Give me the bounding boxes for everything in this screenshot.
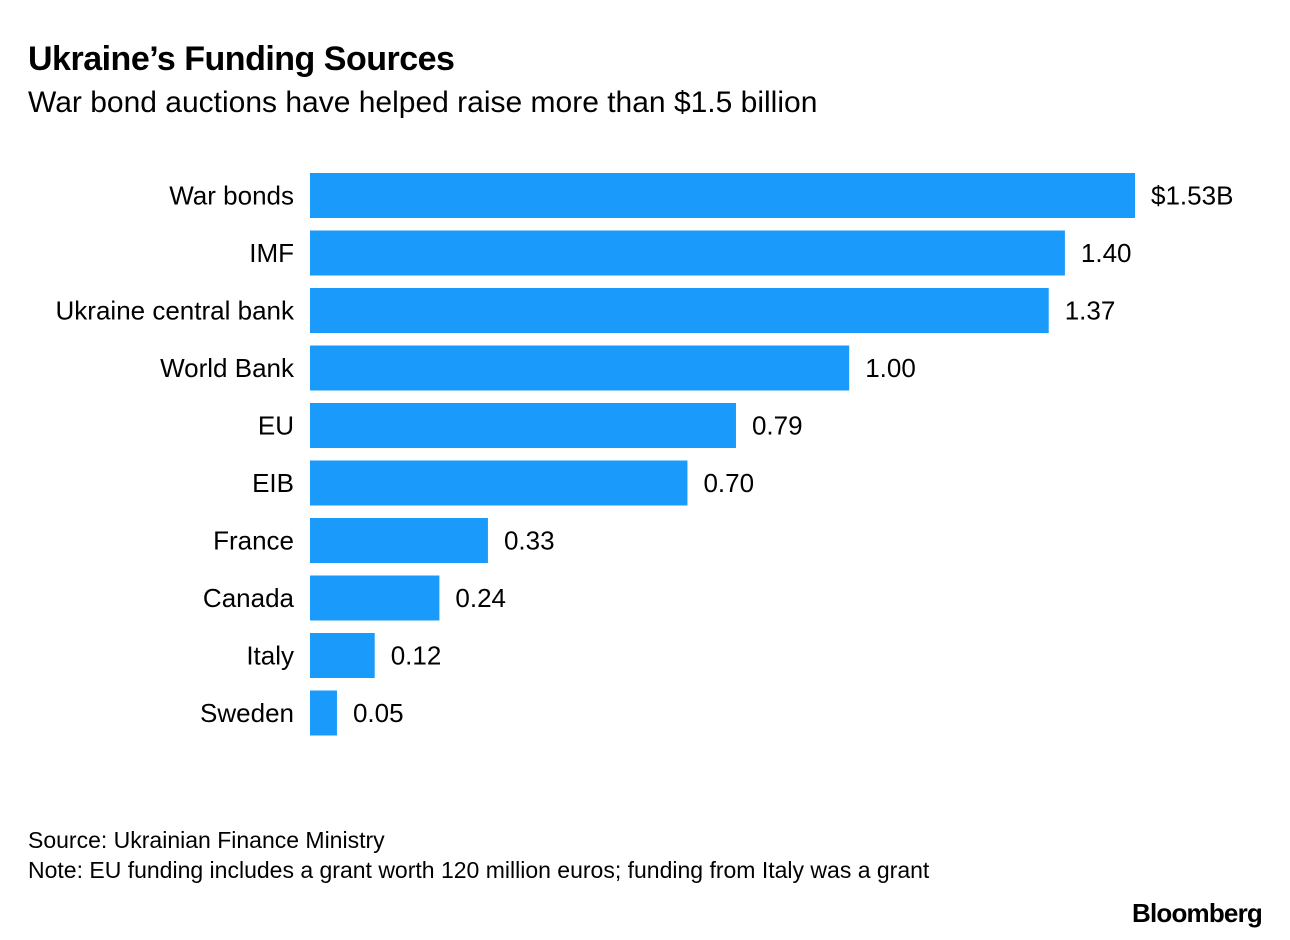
bar-world-bank [310, 345, 850, 391]
value-label: 0.05 [353, 698, 404, 728]
category-label: Canada [203, 583, 295, 613]
bar-imf [310, 230, 1065, 276]
category-label: War bonds [169, 181, 294, 211]
value-label: 0.79 [752, 411, 803, 441]
category-label: World Bank [160, 353, 295, 383]
category-label: EIB [252, 468, 294, 498]
value-label: 0.33 [504, 526, 555, 556]
chart-footer: Source: Ukrainian Finance Ministry Note:… [28, 825, 1028, 885]
bar-ukraine-central-bank [310, 288, 1049, 333]
bar-chart: War bonds $1.53B IMF 1.40 Ukraine central ba… [56, 173, 1233, 736]
category-label: Ukraine central bank [56, 296, 295, 326]
category-label: Italy [246, 641, 294, 671]
value-label: 1.37 [1065, 296, 1116, 326]
source-note: Source: Ukrainian Finance Ministry [28, 827, 385, 853]
category-label: Sweden [200, 698, 294, 728]
chart-subtitle: War bond auctions have helped raise more… [28, 86, 818, 119]
bar-war-bonds [310, 173, 1135, 218]
category-label: France [213, 526, 294, 556]
value-label: 1.00 [865, 353, 916, 383]
value-label: 1.40 [1081, 238, 1132, 268]
value-label: 0.24 [455, 583, 506, 613]
category-label: EU [258, 411, 294, 441]
bar-italy [310, 633, 375, 678]
bar-france [310, 518, 488, 563]
value-label: 0.70 [703, 468, 754, 498]
footnote: Note: EU funding includes a grant worth … [28, 857, 930, 883]
bloomberg-logo: Bloomberg [1131, 898, 1263, 928]
value-label: $1.53B [1151, 181, 1233, 211]
bar-canada [310, 575, 440, 621]
bar-eu [310, 403, 736, 448]
chart-title: Ukraine’s Funding Sources [28, 40, 455, 78]
value-label: 0.12 [391, 641, 442, 671]
bar-sweden [310, 690, 337, 736]
category-label: IMF [249, 238, 294, 268]
bar-eib [310, 460, 688, 506]
